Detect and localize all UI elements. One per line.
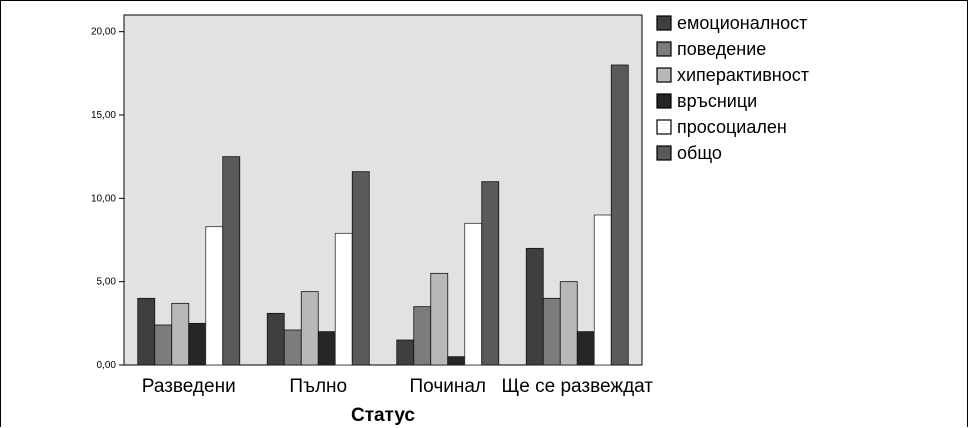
y-tick-label: 0,00 [97, 360, 117, 371]
bar-4-2 [317, 331, 336, 366]
y-axis: 0,00 5,00 10,00 15,00 20,00 [91, 27, 124, 371]
bar-3-4 [559, 281, 578, 366]
y-tick-label: 20,00 [91, 27, 116, 38]
legend-swatch [656, 15, 672, 31]
y-tick-label: 10,00 [91, 193, 116, 204]
legend-label: връсници [677, 91, 757, 111]
bar-2-4 [542, 297, 561, 366]
bar-3-1 [171, 302, 190, 366]
x-axis: Разведени Пълно Починал Ще се развеждат [142, 376, 654, 397]
y-tick-label: 5,00 [97, 277, 117, 288]
legend-label: общо [677, 143, 722, 163]
bar-2-3 [413, 306, 432, 366]
bar-3-2 [300, 291, 319, 366]
y-tick-label: 15,00 [91, 110, 116, 121]
bar-5-3 [464, 222, 483, 366]
bar-1-3 [396, 339, 415, 366]
legend-swatch [656, 41, 672, 57]
legend-swatch [656, 119, 672, 135]
bar-5-1 [205, 226, 224, 366]
legend-swatch [656, 93, 672, 109]
bar-1-2 [266, 312, 285, 366]
bar-2-1 [154, 324, 173, 366]
legend-label: поведение [677, 39, 766, 59]
bar-3-3 [430, 272, 449, 366]
x-category-label: Ще се развеждат [501, 376, 653, 397]
legend-label: просоциален [677, 117, 787, 137]
bar-5-4 [593, 214, 612, 366]
bar-4-1 [188, 322, 207, 366]
bar-6-4 [610, 64, 629, 366]
legend: емоционалност поведение хиперактивност връс… [656, 13, 809, 163]
bar-1-4 [525, 247, 544, 366]
legend-label: хиперактивност [677, 65, 809, 85]
bar-6-1 [222, 156, 241, 366]
legend-swatch [656, 145, 672, 161]
bar-5-2 [334, 232, 353, 366]
bar-4-4 [576, 331, 595, 366]
x-category-label: Починал [410, 376, 486, 397]
x-category-label: Разведени [142, 376, 236, 397]
bar-2-2 [283, 329, 302, 366]
bar-6-2 [351, 171, 370, 366]
bars [137, 64, 629, 366]
bar-6-3 [481, 181, 500, 366]
legend-swatch [656, 67, 672, 83]
x-axis-title: Статус [351, 405, 415, 426]
bar-1-1 [137, 297, 156, 366]
x-category-label: Пълно [289, 376, 347, 397]
bar-4-3 [447, 356, 466, 366]
legend-label: емоционалност [677, 13, 807, 33]
